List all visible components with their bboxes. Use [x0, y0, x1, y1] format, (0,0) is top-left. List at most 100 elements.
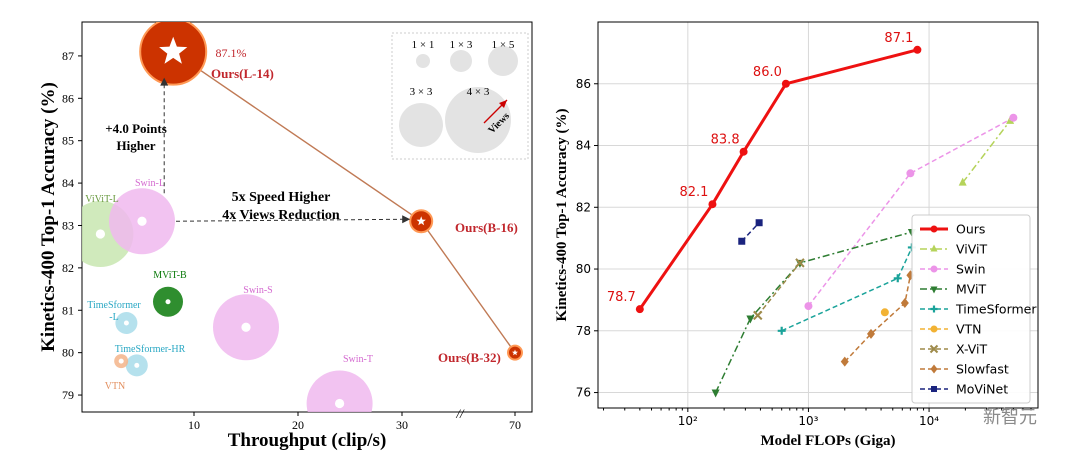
series-line-slowfast [844, 275, 912, 363]
y-tick-label: 80 [62, 346, 74, 360]
ours-data-label: 82.1 [679, 185, 708, 200]
ours-l14-value: 87.1% [216, 46, 247, 60]
marker-ours [913, 45, 922, 54]
x-tick-label: 20 [292, 418, 304, 432]
marker-ours [930, 225, 938, 233]
x-tick-label: 10² [678, 414, 698, 428]
marker-ours [781, 79, 790, 88]
bubble-center-dot [137, 216, 147, 226]
size-legend-label: 1 × 1 [412, 39, 435, 51]
marker-movinet [738, 237, 746, 245]
legend-label: MViT [956, 282, 987, 297]
bubble-label: VTN [105, 381, 126, 392]
x-axis-label: Model FLOPs (Giga) [761, 433, 896, 449]
legend-label: Slowfast [956, 362, 1009, 377]
marker-slowfast [866, 328, 875, 339]
gain-annotation-line: Higher [117, 138, 156, 153]
y-tick-label: 84 [576, 139, 591, 153]
y-tick-label: 83 [62, 218, 74, 232]
y-tick-label: 86 [62, 91, 74, 105]
y-tick-label: 78 [576, 324, 591, 338]
marker-swin [1009, 113, 1018, 122]
series-line-ours [638, 48, 918, 311]
marker-swin [930, 265, 938, 273]
bubble-label: TimeSformer -L [87, 300, 141, 323]
ours-data-label: 78.7 [607, 290, 636, 305]
marker-ours [739, 147, 748, 156]
legend-box [911, 214, 1031, 404]
size-legend-bubble [399, 103, 443, 147]
ours-b32-label: Ours(B-32) [438, 350, 501, 365]
marker-slowfast [900, 298, 909, 309]
size-legend-label: 3 × 3 [410, 86, 433, 98]
gain-annotation-line: +4.0 Points [105, 121, 167, 136]
bubble-label: Swin-T [343, 354, 373, 365]
bubble-center-dot [134, 362, 140, 368]
y-axis-label: Kinetics-400 Top-1 Accuracy (%) [554, 109, 570, 322]
x-tick-label: 10³ [798, 414, 818, 428]
star-marker [159, 36, 188, 64]
bubble-label: ViViT-L [85, 194, 118, 205]
axis-break-mark: // [455, 406, 465, 421]
size-legend-label: 1 × 3 [450, 39, 473, 51]
x-tick-label: 70 [509, 418, 521, 432]
bubble-center-dot [241, 322, 251, 332]
marker-mvit [711, 389, 720, 398]
marker-swin [804, 302, 813, 311]
speed-arrow-head [402, 215, 411, 224]
marker-vivit [930, 244, 938, 252]
y-tick-label: 79 [62, 388, 74, 402]
bubble-label-line: -L [109, 312, 118, 323]
bubble-center-dot [95, 229, 106, 239]
bubble-label: Swin-L [135, 178, 165, 189]
bubble-label: TimeSformer-HR [115, 344, 186, 355]
marker-x-vit [753, 310, 763, 321]
size-legend-bubble [450, 50, 472, 72]
legend-label: ViViT [956, 242, 987, 257]
bubble-chart: 79 80 81 82 83 84 85 86 87 10 20 30 70 // Throughput (… [38, 21, 533, 451]
series-line-timesformer [781, 247, 913, 332]
bubble-label: Swin-S [243, 285, 272, 296]
legend-label: TimeSformer [955, 302, 1037, 317]
bubble-center-dot [123, 320, 129, 326]
y-tick-label: 85 [62, 134, 74, 148]
plot-frame [597, 21, 1039, 409]
marker-movinet [931, 386, 937, 392]
y-tick-label: 82 [576, 200, 591, 214]
star-marker [512, 349, 518, 356]
size-legend-bubble [445, 87, 511, 153]
ours-l14-label: Ours(L-14) [211, 66, 274, 81]
marker-ours [635, 305, 644, 314]
marker-timesformer [930, 305, 938, 313]
y-tick-label: 86 [576, 77, 591, 91]
marker-vivit [958, 177, 967, 186]
y-tick-label: 76 [576, 386, 591, 400]
gain-arrow-head [160, 77, 169, 86]
y-tick-label: 80 [576, 262, 591, 276]
size-legend-bubble [488, 46, 518, 76]
bubble-center-dot [118, 358, 124, 364]
size-legend-bubble [416, 54, 430, 68]
star-marker [416, 216, 426, 226]
bubble-label-line: TimeSformer [87, 300, 141, 311]
ours-data-label: 86.0 [753, 65, 782, 80]
y-tick-label: 87 [62, 49, 74, 63]
marker-slowfast [930, 364, 938, 374]
legend-label: Swin [956, 262, 986, 277]
marker-x-vit [795, 258, 805, 268]
views-arrow-head [499, 100, 507, 108]
x-tick-label: 30 [396, 418, 408, 432]
marker-vtn [880, 308, 889, 317]
x-axis-label: Throughput (clip/s) [228, 430, 387, 451]
ours-b16-label: Ours(B-16) [455, 220, 518, 235]
x-tick-label: 10⁴ [919, 414, 939, 428]
ours-data-label: 87.1 [884, 31, 913, 46]
series-line-vivit [962, 120, 1011, 184]
series-line-x-vit [757, 262, 801, 316]
bubble-center-dot [165, 299, 171, 305]
flops-line-chart: 76 78 80 82 84 86 10² 10³ 10⁴ Model FLOPs (Giga) K… [554, 21, 1039, 449]
size-legend-label: 4 × 3 [467, 86, 490, 98]
marker-timesformer [893, 274, 902, 283]
marker-swin [906, 169, 915, 178]
